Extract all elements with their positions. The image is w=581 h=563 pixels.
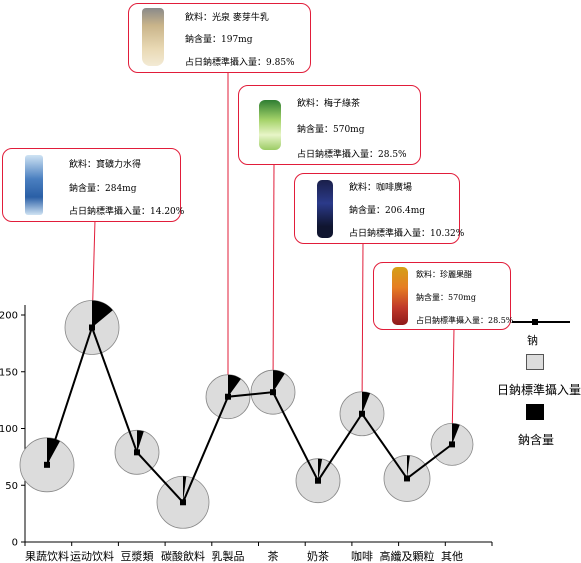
bubble-wedge (228, 374, 241, 397)
callout-coffee-drink: 飲料：咖啡廣場 鈉含量：206.4mg 占日鈉標準攝入量：10.32% (294, 173, 464, 244)
milk-tea-cup-icon (142, 8, 164, 66)
callout-line-drink: 飲料：咖啡廣場 (349, 183, 413, 193)
callout-line-percent: 占日鈉標準攝入量：14.20% (69, 207, 185, 217)
bubble-wedge (137, 430, 144, 453)
series-point (44, 461, 50, 468)
x-tick-label: 奶茶 (307, 549, 329, 563)
callout-dairy-drink: 飲料：光泉 麥芽牛乳 鈉含量：197mg 占日鈉標準攝入量：9.85% (128, 3, 311, 73)
series-point (270, 389, 276, 396)
legend-swatch-gray (526, 354, 544, 370)
chart-axes: 0 50 100 150 200 果蔬饮料 运动饮料 豆漿類 碳酸飲料 乳製品 茶 奶茶 咖啡 高纖及顆粒… (0, 305, 493, 563)
legend-label-daily-standard: 日鈉標準攝入量 (497, 383, 581, 397)
callout-line-sodium: 鈉含量：570mg (297, 125, 365, 135)
series-point (89, 324, 95, 331)
callout-line-drink: 飲料：珍麗果醋 (416, 270, 472, 279)
callout-line-sodium: 鈉含量：570mg (416, 293, 476, 302)
x-tick-label: 乳製品 (212, 549, 245, 563)
vinegar-bottle-icon (392, 267, 408, 325)
y-tick-label: 200 (0, 311, 18, 322)
callout-line-percent: 占日鈉標準攝入量：9.85% (185, 58, 295, 68)
callout-line-sodium: 鈉含量：206.4mg (349, 206, 426, 216)
legend (512, 319, 570, 325)
bubble-wedge (273, 370, 285, 393)
series-point (225, 393, 231, 400)
callout-line-drink: 飲料：梅子綠茶 (297, 99, 361, 109)
callout-line-percent: 占日鈉標準攝入量：10.32% (349, 229, 465, 239)
legend-marker-sample (532, 319, 538, 325)
coffee-bottle-icon (317, 180, 333, 238)
bubble-wedge (92, 300, 113, 328)
y-tick-label: 50 (5, 481, 18, 492)
series-point (449, 441, 455, 448)
callout-line-sodium: 鈉含量：284mg (69, 184, 137, 194)
bubble-wedge (318, 458, 323, 481)
series-point (180, 499, 186, 506)
x-tick-label: 运动饮料 (70, 549, 114, 563)
callout-line-sodium: 鈉含量：197mg (185, 35, 253, 45)
legend-swatch-black (526, 404, 544, 420)
x-tick-label: 果蔬饮料 (25, 549, 69, 563)
callout-tea-drink: 飲料：梅子綠茶 鈉含量：570mg 占日鈉標準攝入量：28.5% (238, 85, 421, 165)
series-point (315, 477, 321, 484)
y-tick-label: 0 (12, 538, 18, 549)
series-point (134, 449, 140, 456)
callout-line-percent: 占日鈉標準攝入量：28.5% (297, 150, 407, 160)
callout-water-drink: 飲料：寶礦力水得 鈉含量：284mg 占日鈉標準攝入量：14.20% (2, 148, 185, 222)
bubble-wedge (452, 423, 460, 445)
x-tick-label: 咖啡 (351, 549, 373, 563)
x-tick-label: 高纖及顆粒 (380, 549, 435, 563)
callout-connector (272, 162, 275, 393)
callout-line-drink: 飲料：光泉 麥芽牛乳 (185, 13, 269, 23)
callout-connectors (91, 71, 455, 445)
x-tick-label: 其他 (441, 550, 463, 563)
water-bottle-icon (25, 155, 43, 215)
callout-vinegar-drink: 飲料：珍麗果醋 鈉含量：570mg 占日鈉標準攝入量：28.5% (373, 262, 514, 330)
y-tick-label: 100 (0, 424, 18, 435)
x-tick-label: 茶 (268, 550, 279, 563)
bubbles (19, 300, 474, 529)
series-line (44, 324, 455, 506)
bubble-wedge (183, 476, 187, 503)
bubble-wedge (362, 391, 371, 414)
legend-label-sodium-content: 鈉含量 (518, 433, 555, 447)
bubble-wedge (407, 455, 410, 479)
y-tick-label: 150 (0, 367, 18, 378)
callout-line-percent: 占日鈉標準攝入量：28.5% (416, 316, 514, 325)
series-point (404, 475, 410, 482)
green-tea-bottle-icon (259, 100, 281, 150)
x-tick-label: 豆漿類 (121, 549, 154, 563)
callout-line-drink: 飲料：寶礦力水得 (69, 160, 142, 170)
series-point (359, 410, 365, 417)
callout-connector (361, 241, 364, 414)
legend-label-sodium: 钠 (527, 334, 538, 347)
x-tick-label: 碳酸飲料 (161, 549, 205, 563)
series-polyline (46, 324, 453, 505)
